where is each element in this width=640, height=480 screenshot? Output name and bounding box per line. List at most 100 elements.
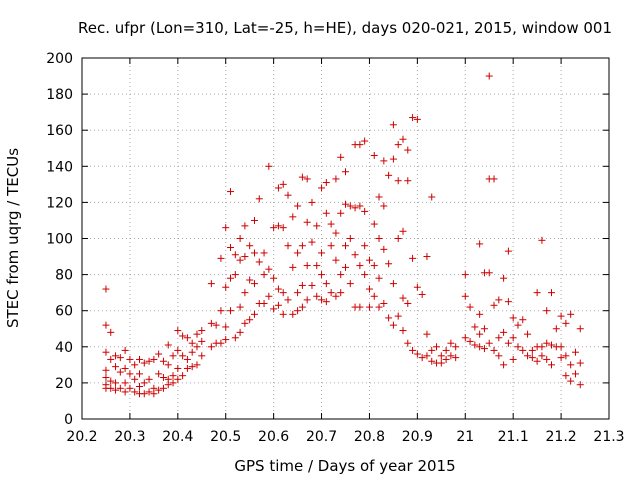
data-point	[222, 283, 230, 291]
data-point	[255, 258, 263, 266]
data-point	[121, 388, 129, 396]
data-point	[504, 339, 512, 347]
data-point	[274, 184, 282, 192]
data-point	[164, 381, 172, 389]
data-point	[198, 352, 206, 360]
data-point	[303, 262, 311, 270]
data-point	[159, 373, 167, 381]
data-point	[495, 334, 503, 342]
data-point	[207, 280, 215, 288]
data-point	[265, 265, 273, 273]
data-point	[399, 294, 407, 302]
data-point	[342, 200, 349, 208]
data-point	[346, 280, 354, 288]
data-point	[159, 357, 167, 365]
data-point	[193, 330, 201, 338]
data-point	[198, 337, 206, 345]
data-point	[485, 72, 493, 80]
data-point	[361, 137, 369, 145]
data-point	[107, 328, 115, 336]
data-point	[322, 179, 330, 187]
x-tick-label: 21.3	[593, 429, 624, 445]
y-tick-label: 140	[46, 159, 73, 175]
x-axis-label: GPS time / Days of year 2015	[234, 457, 455, 475]
data-point	[413, 350, 421, 358]
data-point	[567, 377, 575, 385]
data-point	[337, 209, 345, 217]
data-point	[270, 274, 278, 282]
data-point	[164, 361, 172, 369]
data-point	[150, 390, 158, 398]
plot-frame	[81, 57, 610, 420]
data-point	[303, 218, 311, 226]
data-point	[524, 330, 532, 338]
data-point	[198, 327, 206, 335]
data-point	[270, 224, 278, 232]
data-point	[428, 357, 436, 365]
data-point	[322, 280, 330, 288]
x-axis-ticks: 20.2 20.3 20.4 20.5 20.6 20.7 20.8 20.9 21 21.1 21…	[66, 58, 625, 445]
data-point	[102, 321, 110, 329]
data-point	[236, 256, 244, 264]
data-point	[409, 346, 417, 354]
data-point	[116, 354, 124, 362]
data-point	[394, 141, 402, 149]
data-point	[365, 256, 373, 264]
data-point	[514, 343, 522, 351]
data-point	[370, 151, 378, 159]
data-point	[332, 229, 340, 237]
data-point	[159, 384, 167, 392]
data-point	[394, 177, 402, 185]
data-point	[533, 289, 541, 297]
data-point	[102, 285, 110, 293]
data-point	[380, 245, 388, 253]
data-point	[538, 352, 546, 360]
data-point	[250, 310, 258, 318]
data-point	[274, 301, 282, 309]
data-point	[174, 375, 182, 383]
data-point	[346, 235, 354, 242]
data-point	[490, 175, 498, 183]
data-point	[236, 303, 244, 311]
data-point	[241, 253, 249, 261]
data-point	[538, 343, 546, 351]
data-point	[193, 361, 201, 369]
data-point	[116, 384, 124, 392]
data-point	[116, 368, 124, 376]
data-point	[466, 303, 474, 311]
data-point	[294, 289, 302, 297]
data-point	[447, 339, 455, 347]
data-point	[222, 224, 230, 232]
data-point	[442, 346, 450, 354]
data-point	[112, 379, 120, 387]
data-point	[298, 303, 306, 311]
data-point	[265, 162, 273, 170]
data-point	[145, 388, 153, 396]
data-point	[279, 224, 287, 232]
data-point	[447, 352, 455, 360]
data-point	[174, 346, 182, 354]
data-point	[155, 350, 163, 358]
data-point	[318, 184, 326, 192]
data-point	[552, 325, 560, 333]
y-tick-label: 160	[46, 123, 73, 139]
data-point	[365, 285, 373, 293]
data-point	[480, 345, 488, 353]
data-point	[389, 321, 397, 329]
data-point	[437, 352, 445, 360]
data-point	[174, 364, 182, 372]
x-tick-label: 21.2	[546, 429, 577, 445]
y-tick-label: 120	[46, 195, 73, 211]
data-point	[289, 213, 297, 221]
y-tick-label: 80	[55, 268, 73, 284]
y-tick-label: 200	[46, 51, 73, 67]
data-point	[562, 372, 570, 380]
data-point	[495, 296, 503, 304]
data-point	[217, 254, 225, 262]
data-point	[394, 312, 402, 320]
data-point	[337, 289, 345, 297]
data-point	[145, 375, 153, 383]
data-point	[490, 346, 498, 354]
data-point	[509, 334, 517, 342]
data-point	[274, 222, 282, 230]
